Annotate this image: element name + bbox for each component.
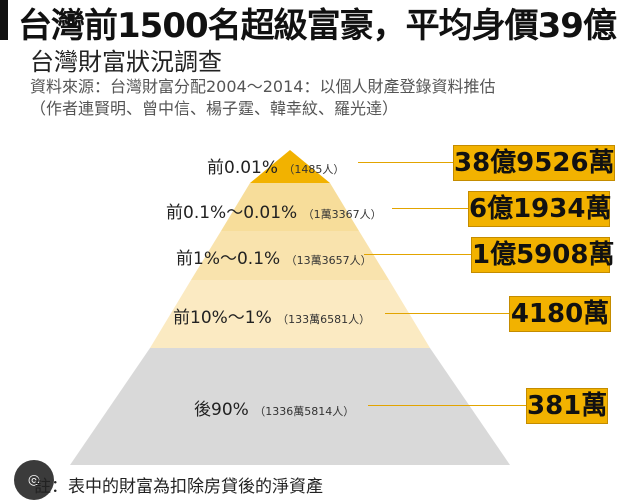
tier-band-0	[250, 150, 330, 183]
tier-count: （1485人）	[283, 163, 345, 176]
tier-count: （1336萬5814人）	[254, 405, 355, 418]
tier-label-4: 後90% （1336萬5814人）	[194, 395, 354, 420]
tier-band-4	[70, 348, 510, 465]
tier-label-3: 前10%～1% （133萬6581人）	[173, 303, 370, 328]
source-line-2: （作者連賢明、曾中信、楊子霆、韓幸紋、羅光達）	[30, 99, 399, 118]
page-subtitle: 台灣財富狀況調查	[30, 48, 222, 76]
page-title: 台灣前1500名超級富豪，平均身價39億	[18, 6, 617, 46]
tier-label-text: 前1%～0.1%	[176, 249, 281, 269]
footnote: 註：表中的財富為扣除房貸後的淨資產	[34, 477, 323, 497]
tier-label-2: 前1%～0.1% （13萬3657人）	[176, 244, 372, 269]
source-line-1: 資料來源：台灣財富分配2004～2014：以個人財產登錄資料推估	[30, 77, 496, 96]
tier-value-3: 4180萬	[509, 296, 611, 332]
title-accent-bar	[0, 0, 8, 40]
leader-line-3	[385, 313, 509, 314]
google-lens-icon[interactable]: ◎	[14, 460, 54, 500]
tier-label-text: 前0.1%～0.01%	[166, 203, 298, 223]
tier-count: （1萬3367人）	[302, 208, 382, 221]
tier-label-text: 前0.01%	[207, 158, 279, 178]
tier-count: （13萬3657人）	[285, 254, 372, 267]
leader-line-2	[364, 254, 471, 255]
tier-value-4: 381萬	[526, 388, 608, 424]
tier-value-0: 38億9526萬	[453, 145, 615, 181]
tier-value-2: 1億5908萬	[471, 237, 614, 273]
tier-value-1: 6億1934萬	[468, 191, 611, 227]
leader-line-4	[368, 405, 526, 406]
leader-line-0	[358, 162, 453, 163]
data-source: 資料來源：台灣財富分配2004～2014：以個人財產登錄資料推估 （作者連賢明、…	[30, 76, 495, 120]
tier-label-text: 後90%	[194, 400, 249, 420]
tier-label-0: 前0.01% （1485人）	[207, 153, 344, 178]
leader-line-1	[392, 208, 468, 209]
tier-band-3	[150, 280, 430, 348]
tier-label-1: 前0.1%～0.01% （1萬3367人）	[166, 198, 382, 223]
tier-count: （133萬6581人）	[277, 313, 371, 326]
tier-band-2	[191, 231, 389, 280]
tier-band-1	[221, 183, 359, 231]
tier-label-text: 前10%～1%	[173, 308, 272, 328]
